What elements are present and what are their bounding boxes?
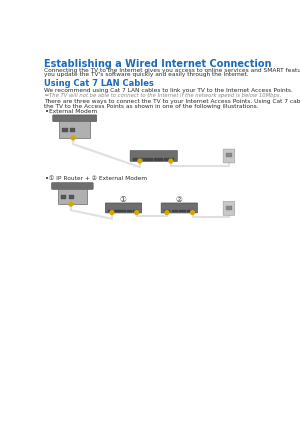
Text: you update the TV's software quickly and easily through the Internet.: you update the TV's software quickly and… <box>44 73 248 78</box>
Text: ②: ② <box>176 195 183 204</box>
Bar <box>58 189 87 204</box>
Text: ① IP Router + ② External Modem: ① IP Router + ② External Modem <box>49 176 147 181</box>
Circle shape <box>135 211 139 215</box>
Text: ①: ① <box>119 195 126 204</box>
Bar <box>120 210 126 212</box>
Text: Using Cat 7 LAN Cables: Using Cat 7 LAN Cables <box>44 79 154 88</box>
Text: We recommend using Cat 7 LAN cables to link your TV to the Internet Access Point: We recommend using Cat 7 LAN cables to l… <box>44 88 292 93</box>
Text: External Modem: External Modem <box>49 109 98 114</box>
Bar <box>70 128 76 132</box>
Bar <box>108 210 113 212</box>
Text: The TV will not be able to connect to the Internet if the network speed is below: The TV will not be able to connect to th… <box>49 93 281 98</box>
Bar <box>187 210 194 212</box>
Bar <box>59 121 90 138</box>
Text: •: • <box>45 109 49 115</box>
Circle shape <box>69 202 73 206</box>
Bar <box>226 153 232 157</box>
Bar <box>68 195 74 199</box>
Circle shape <box>169 159 173 163</box>
Bar <box>226 206 232 209</box>
Bar <box>61 195 66 199</box>
FancyBboxPatch shape <box>223 149 235 163</box>
Bar <box>133 210 138 212</box>
Circle shape <box>138 159 142 163</box>
Bar <box>164 210 170 212</box>
FancyBboxPatch shape <box>53 115 97 122</box>
Bar <box>179 210 186 212</box>
Circle shape <box>71 136 75 140</box>
FancyBboxPatch shape <box>52 183 93 190</box>
Bar <box>164 158 173 161</box>
Bar <box>133 158 142 161</box>
Bar <box>114 210 120 212</box>
Text: Establishing a Wired Internet Connection: Establishing a Wired Internet Connection <box>44 59 271 69</box>
FancyBboxPatch shape <box>130 151 177 162</box>
Circle shape <box>165 211 169 215</box>
Text: Connecting the TV to the Internet gives you access to online services and SMART : Connecting the TV to the Internet gives … <box>44 68 300 73</box>
FancyBboxPatch shape <box>223 201 235 215</box>
Text: There are three ways to connect the TV to your Internet Access Points. Using Cat: There are three ways to connect the TV t… <box>44 99 300 104</box>
Circle shape <box>190 211 194 215</box>
FancyBboxPatch shape <box>105 203 142 213</box>
Text: the TV to the Access Points as shown in one of the following illustrations.: the TV to the Access Points as shown in … <box>44 104 258 109</box>
Text: ✏: ✏ <box>44 93 49 98</box>
Bar <box>62 128 68 132</box>
Bar <box>127 210 132 212</box>
Circle shape <box>110 211 114 215</box>
Bar <box>143 158 153 161</box>
Text: •: • <box>45 176 49 181</box>
Bar <box>154 158 163 161</box>
Bar <box>172 210 178 212</box>
FancyBboxPatch shape <box>161 203 197 213</box>
